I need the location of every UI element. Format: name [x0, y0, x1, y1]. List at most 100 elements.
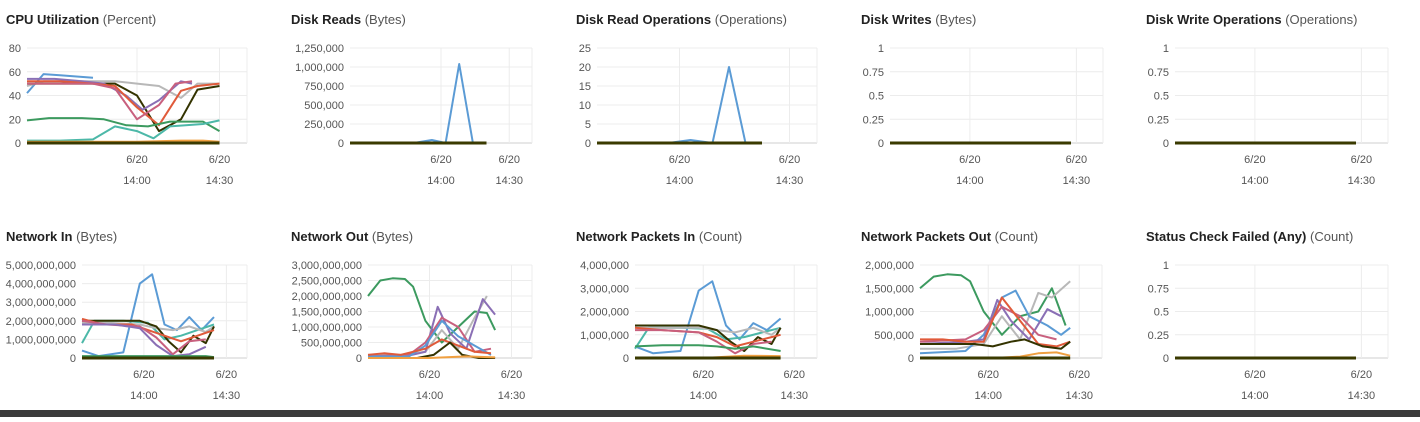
chart-panel-network-in[interactable]: Network In (Bytes) 5,000,000,000 4,000,00… [0, 217, 284, 422]
chart-title: Disk Read Operations (Operations) [576, 12, 787, 27]
y-tick-label: 1,500,000 [865, 283, 914, 295]
chart-title: Network Out (Bytes) [291, 229, 413, 244]
x-tick-date: 6/20 [978, 369, 999, 381]
y-tick-label: 25 [579, 43, 591, 55]
y-tick-label: 4,000,000,000 [6, 279, 76, 291]
x-tick-time: 14:30 [780, 390, 808, 402]
y-tick-label: 60 [9, 67, 21, 79]
x-tick-time: 14:00 [956, 175, 984, 187]
series-line-green [82, 355, 215, 359]
chart-title: Disk Reads (Bytes) [291, 12, 406, 27]
chart-panel-disk-read-operations[interactable]: Disk Read Operations (Operations) 25 20 15… [570, 0, 854, 205]
y-tick-label: 0.5 [1154, 307, 1169, 319]
x-tick-time: 14:30 [495, 175, 523, 187]
y-tick-label: 0.75 [863, 67, 884, 79]
chart-title-unit: (Bytes) [364, 12, 406, 27]
series-line-blue [350, 63, 487, 144]
x-tick-date: 6/20 [216, 369, 237, 381]
chart-panel-status-check-failed[interactable]: Status Check Failed (Any) (Count) 1 0.75 0… [1140, 217, 1420, 422]
y-tick-label: 3,000,000 [580, 283, 629, 295]
x-tick-date: 6/20 [209, 154, 230, 166]
series-line-gray [82, 321, 215, 333]
chart-svg: 5,000,000,000 4,000,000,000 3,000,000,000 2… [6, 260, 248, 402]
y-tick-label: 500,000 [874, 330, 914, 342]
y-tick-label: 1 [878, 43, 884, 55]
chart-svg: 1 0.75 0.5 0.25 0 6/20 14:00 6/20 14:30 [863, 43, 1104, 187]
chart-panel-cpu-utilization[interactable]: CPU Utilization (Percent) 80 60 40 20 0 6/20 1… [0, 0, 284, 205]
y-tick-label: 0.25 [1148, 330, 1169, 342]
x-tick-date: 6/20 [499, 154, 520, 166]
y-tick-label: 0 [585, 138, 591, 150]
y-tick-label: 750,000 [304, 81, 344, 93]
y-tick-label: 20 [9, 114, 21, 126]
chart-title-unit: (Bytes) [76, 229, 118, 244]
y-tick-label: 1,000,000 [295, 62, 344, 74]
chart-title: Network In (Bytes) [6, 229, 117, 244]
series-line-red [367, 338, 492, 356]
x-tick-time: 14:00 [416, 390, 444, 402]
x-tick-date: 6/20 [133, 369, 154, 381]
y-tick-label: 0 [623, 353, 629, 365]
series-line-blue [919, 289, 1071, 355]
series-line-pink [27, 80, 193, 121]
y-tick-label: 0.25 [1148, 114, 1169, 126]
y-tick-label: 250,000 [304, 119, 344, 131]
y-tick-label: 15 [579, 81, 591, 93]
series-line-teal [27, 119, 220, 142]
series-line-red [920, 296, 1071, 348]
series-line-purple [82, 323, 207, 358]
chart-title-name: Disk Write Operations [1146, 12, 1282, 27]
chart-svg: 2,000,000 1,500,000 1,000,000 500,000 0 6/20 1… [865, 260, 1103, 402]
y-tick-label: 1 [1163, 260, 1169, 272]
x-tick-date: 6/20 [1244, 154, 1265, 166]
chart-title-unit: (Operations) [1285, 12, 1358, 27]
y-tick-label: 3,000,000,000 [292, 260, 362, 272]
y-tick-label: 0 [15, 138, 21, 150]
chart-panel-disk-write-operations[interactable]: Disk Write Operations (Operations) 1 0.75… [1140, 0, 1420, 205]
y-tick-label: 1,500,000,000 [292, 307, 362, 319]
y-tick-label: 10 [579, 100, 591, 112]
chart-title: Status Check Failed (Any) (Count) [1146, 229, 1353, 244]
series-line-green [919, 273, 1067, 336]
x-tick-time: 14:30 [1065, 390, 1093, 402]
chart-title-unit: (Bytes) [935, 12, 977, 27]
chart-title-unit: (Count) [698, 229, 743, 244]
chart-title-name: Network Out [291, 229, 369, 244]
chart-title: Network Packets In (Count) [576, 229, 742, 244]
x-tick-date: 6/20 [1351, 369, 1372, 381]
x-tick-time: 14:30 [498, 390, 526, 402]
y-tick-label: 1,000,000,000 [292, 322, 362, 334]
x-tick-date: 6/20 [1066, 154, 1087, 166]
x-tick-time: 14:00 [974, 390, 1002, 402]
bottom-bar [0, 410, 1420, 417]
series-line-pink [919, 305, 1057, 343]
x-tick-time: 14:30 [206, 175, 234, 187]
x-tick-time: 14:30 [1063, 175, 1091, 187]
chart-svg: 1,250,000 1,000,000 750,000 500,000 250,000 0… [295, 43, 533, 187]
y-tick-label: 1 [1163, 43, 1169, 55]
chart-title-unit: (Bytes) [371, 229, 414, 244]
y-tick-label: 4,000,000 [580, 260, 629, 272]
x-tick-date: 6/20 [784, 369, 805, 381]
y-tick-label: 0.75 [1148, 283, 1169, 295]
chart-title-name: Disk Read Operations [576, 12, 712, 27]
chart-panel-disk-reads[interactable]: Disk Reads (Bytes) 1,250,000 1,000,000 750… [285, 0, 569, 205]
chart-panel-disk-writes[interactable]: Disk Writes (Bytes) 1 0.75 0.5 0.25 0 6/20 14:… [855, 0, 1139, 205]
y-tick-label: 5,000,000,000 [6, 260, 76, 272]
chart-panel-network-packets-out[interactable]: Network Packets Out (Count) 2,000,000 1,5… [855, 217, 1139, 422]
x-tick-date: 6/20 [126, 154, 147, 166]
y-tick-label: 5 [585, 119, 591, 131]
y-tick-label: 500,000 [304, 100, 344, 112]
chart-panel-network-out[interactable]: Network Out (Bytes) 3,000,000,000 2,500,0… [285, 217, 569, 422]
series-line-gray [920, 280, 1071, 350]
y-tick-label: 1,000,000 [865, 307, 914, 319]
x-tick-date: 6/20 [430, 154, 451, 166]
chart-panel-network-packets-in[interactable]: Network Packets In (Count) 4,000,000 3,00… [570, 217, 854, 422]
x-tick-date: 6/20 [419, 369, 440, 381]
series-line-purple [367, 298, 496, 358]
chart-title: Disk Write Operations (Operations) [1146, 12, 1357, 27]
chart-title-unit: (Count) [1310, 229, 1354, 244]
x-tick-date: 6/20 [1244, 369, 1265, 381]
series-line-red [27, 80, 220, 127]
chart-svg: 4,000,000 3,000,000 2,000,000 1,000,000 0 6/2… [580, 260, 818, 402]
